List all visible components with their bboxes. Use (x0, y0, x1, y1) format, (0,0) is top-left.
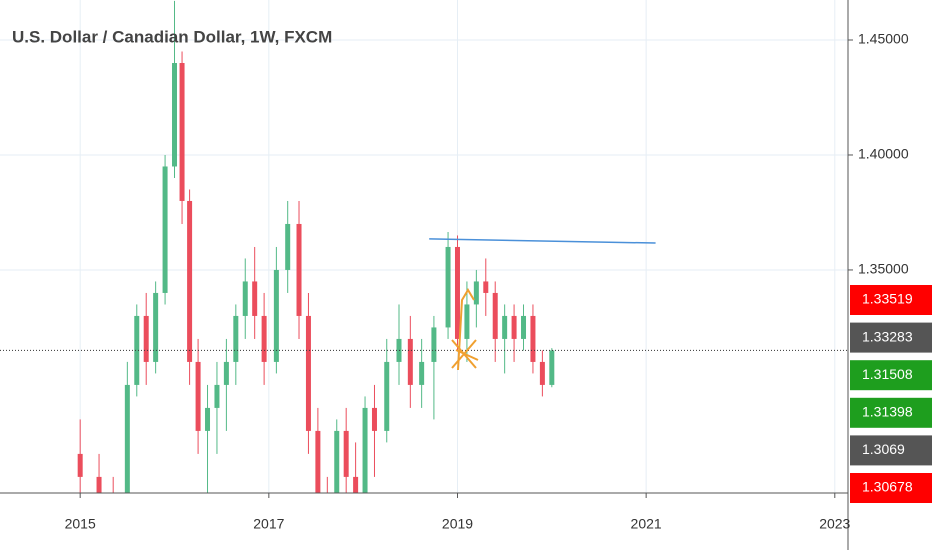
price-label: 1.3069 (862, 441, 905, 457)
candle-body (464, 304, 470, 339)
price-badge (850, 285, 932, 315)
trend-line (429, 238, 656, 244)
candle-body (502, 315, 508, 339)
candle-body (454, 246, 460, 339)
candle-body (325, 500, 330, 523)
candle-body (195, 361, 201, 431)
candle-body (530, 315, 536, 362)
price-badge (850, 322, 932, 353)
y-tick-label: 1.45000 (858, 31, 909, 47)
candle-body (179, 63, 185, 201)
candle-body (305, 315, 311, 431)
candle-body (539, 361, 545, 385)
y-tick-label: 1.35000 (858, 261, 909, 277)
candle-body (285, 223, 291, 270)
candle-body (296, 223, 302, 316)
price-badge (850, 473, 932, 503)
candle-body (343, 430, 349, 477)
cross-drawing (451, 339, 479, 369)
candle-body (172, 63, 178, 167)
candle-body (242, 281, 248, 316)
candle-body (407, 338, 413, 385)
candle-body (273, 269, 279, 362)
price-label: 1.33283 (862, 328, 913, 344)
candle-body (445, 246, 451, 328)
drawing-tools (451, 288, 479, 371)
candle-body (521, 315, 527, 339)
candle-body (187, 200, 193, 362)
x-tick-label: 2019 (442, 516, 473, 532)
candle-body (384, 361, 390, 431)
candle-body (334, 430, 340, 493)
candle-body (511, 315, 517, 339)
x-tick-label: 2015 (65, 516, 96, 532)
candle-body (492, 292, 498, 339)
x-tick-label: 2021 (631, 516, 662, 532)
candle-body (419, 361, 425, 385)
price-labels: 1.33519 1.33283 1.31508 1.31398 1.3069 1.3067… (850, 285, 932, 503)
price-badge (850, 397, 932, 428)
candle-body (315, 430, 321, 493)
price-label: 1.33519 (862, 291, 913, 307)
price-badge (850, 360, 932, 391)
chart-title: U.S. Dollar / Canadian Dollar, 1W, FXCM (12, 27, 332, 46)
candle-body (153, 292, 159, 362)
x-tick-label: 2023 (819, 516, 850, 532)
y-tick-label: 1.40000 (858, 146, 909, 162)
price-label: 1.31508 (862, 366, 913, 382)
candle-body (205, 407, 211, 431)
candle-body (483, 281, 489, 293)
candle-body (473, 281, 479, 305)
candle-body (233, 315, 239, 362)
candle-body (96, 476, 102, 493)
candle-body (162, 166, 168, 293)
candle-body (143, 315, 149, 362)
price-label: 1.31398 (862, 404, 913, 420)
arrow-drawing (457, 288, 475, 371)
candle-body (549, 350, 555, 385)
candle-body (252, 281, 258, 316)
candle-body (111, 500, 116, 523)
plot-area (0, 0, 848, 523)
candle-body (77, 453, 83, 477)
candle-body (371, 407, 377, 431)
candle-body (134, 315, 140, 385)
candle-body (223, 361, 229, 385)
candle-body (431, 327, 437, 362)
candle-body (362, 407, 368, 493)
candle-body (353, 476, 359, 493)
candle-body (124, 384, 130, 493)
price-badge (850, 435, 932, 466)
price-label: 1.30678 (862, 479, 913, 495)
candle-body (214, 384, 220, 408)
candle-body (261, 315, 267, 362)
x-tick-label: 2017 (253, 516, 284, 532)
